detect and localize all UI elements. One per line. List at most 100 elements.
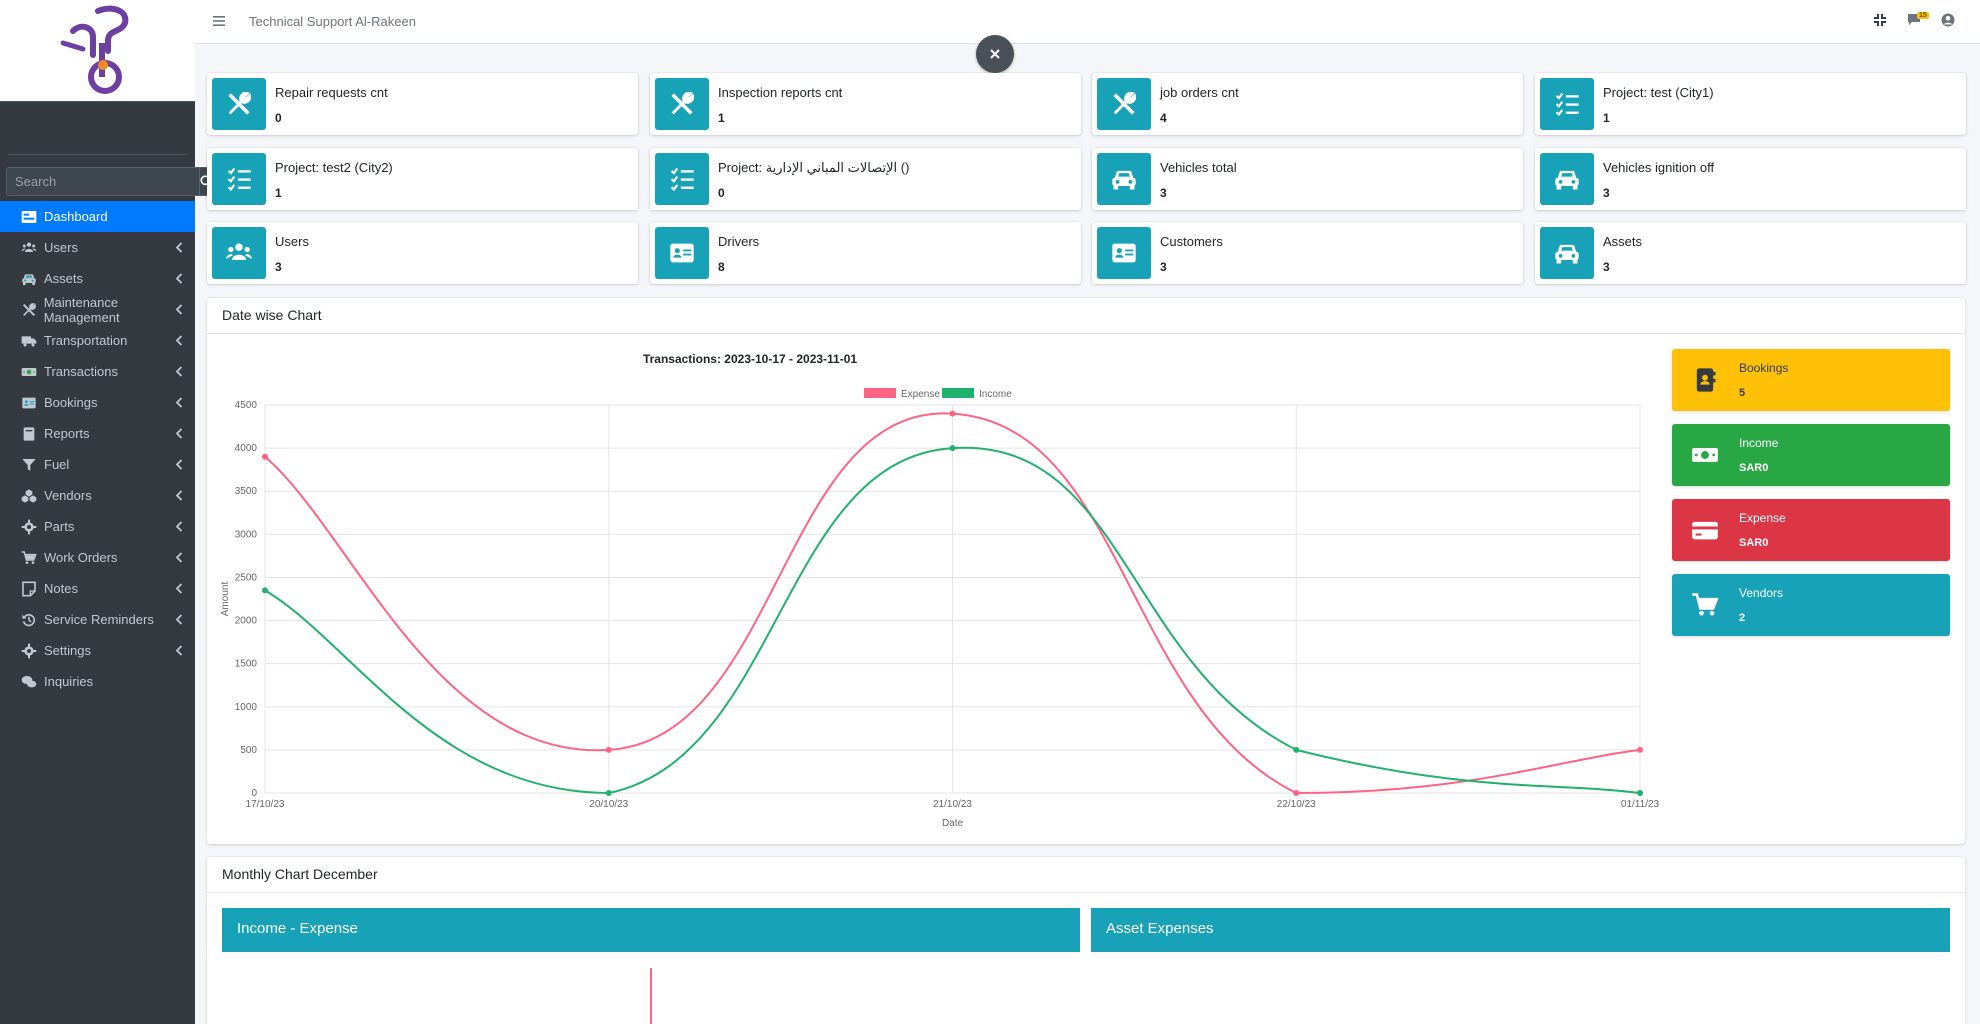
checklist-icon bbox=[670, 167, 694, 192]
tools-icon bbox=[671, 91, 695, 115]
summary-box-vendors[interactable]: Vendors 2 bbox=[1672, 574, 1950, 636]
panel-title: Asset Expenses bbox=[1091, 908, 1950, 952]
chevron-left-icon bbox=[175, 428, 183, 439]
info-box-icon bbox=[655, 78, 709, 130]
menu-toggle-button[interactable] bbox=[213, 14, 225, 30]
summary-box-icon bbox=[1690, 592, 1720, 618]
cart-icon bbox=[1692, 593, 1719, 616]
sidebar-item-label: Assets bbox=[44, 271, 84, 286]
x-axis-label: Date bbox=[942, 818, 964, 829]
summary-box-income[interactable]: Income SAR0 bbox=[1672, 424, 1950, 486]
nav-icon-wrap bbox=[20, 643, 38, 658]
sidebar-item-label: Work Orders bbox=[44, 550, 118, 565]
chevron-left-icon bbox=[175, 614, 183, 625]
summary-box-expense[interactable]: Expense SAR0 bbox=[1672, 499, 1950, 561]
info-box-label: job orders cnt bbox=[1160, 85, 1239, 100]
brand-title[interactable]: Technical Support Al-Rakeen bbox=[249, 14, 416, 29]
id-card-icon bbox=[670, 243, 694, 263]
info-box[interactable]: Project: test2 (City2) 1 bbox=[207, 148, 638, 210]
id-card-icon bbox=[1112, 243, 1136, 263]
info-box-value: 4 bbox=[1160, 111, 1167, 125]
logo[interactable] bbox=[0, 0, 195, 102]
info-box[interactable]: Customers 3 bbox=[1092, 222, 1523, 284]
y-tick-label: 2500 bbox=[235, 572, 258, 583]
series-line-expense bbox=[264, 412, 1641, 795]
nav-icon-wrap bbox=[20, 302, 38, 317]
logo-mark-icon bbox=[60, 5, 128, 94]
info-box[interactable]: Repair requests cnt 0 bbox=[207, 73, 638, 135]
chart-title: Transactions: 2023-10-17 - 2023-11-01 bbox=[642, 352, 858, 366]
credit-card-icon bbox=[1692, 521, 1718, 540]
summary-box-value: SAR0 bbox=[1739, 537, 1769, 549]
nav-icon-wrap bbox=[20, 272, 38, 286]
gear-icon bbox=[21, 519, 37, 534]
nav-icon-wrap bbox=[20, 581, 38, 596]
sidebar-item-fuel[interactable]: Fuel bbox=[0, 449, 195, 480]
nav-icon-wrap bbox=[20, 334, 38, 348]
info-box-label: Project: test2 (City2) bbox=[275, 160, 393, 175]
info-box-label: Project: test (City1) bbox=[1603, 85, 1714, 100]
info-box[interactable]: Vehicles ignition off 3 bbox=[1535, 148, 1966, 210]
card-title: Date wise Chart bbox=[207, 298, 1965, 334]
sidebar-item-label: Bookings bbox=[44, 395, 98, 410]
compress-icon bbox=[1874, 14, 1886, 26]
chevron-left-icon bbox=[175, 335, 183, 346]
user-menu-button[interactable] bbox=[1941, 13, 1955, 30]
data-point bbox=[949, 410, 956, 417]
search-input[interactable] bbox=[6, 167, 199, 196]
sidebar-item-assets[interactable]: Assets bbox=[0, 263, 195, 294]
fullscreen-button[interactable] bbox=[1873, 13, 1887, 30]
info-box[interactable]: job orders cnt 4 bbox=[1092, 73, 1523, 135]
chevron-left-icon bbox=[175, 304, 183, 315]
sidebar-item-notes[interactable]: Notes bbox=[0, 573, 195, 604]
info-box-icon bbox=[1540, 153, 1594, 205]
car-icon bbox=[1555, 244, 1579, 264]
summary-box-value: 2 bbox=[1739, 612, 1746, 624]
info-box-icon bbox=[212, 227, 266, 279]
sidebar-item-inquiries[interactable]: Inquiries bbox=[0, 666, 195, 697]
sidebar-item-label: Vendors bbox=[44, 488, 92, 503]
close-button[interactable] bbox=[976, 35, 1014, 73]
info-box-value: 3 bbox=[1160, 186, 1167, 200]
sidebar: Dashboard Users Assets Maintenance Manageme… bbox=[0, 0, 214, 1024]
sidebar-item-reports[interactable]: Reports bbox=[0, 418, 195, 449]
sidebar-item-settings[interactable]: Settings bbox=[0, 635, 195, 666]
sidebar-item-maintenance-management[interactable]: Maintenance Management bbox=[0, 294, 195, 325]
checklist-icon bbox=[1555, 92, 1579, 117]
y-tick-label: 4000 bbox=[235, 443, 258, 454]
asset-expenses-panel: Asset Expenses bbox=[1091, 908, 1950, 1024]
summary-box-bookings[interactable]: Bookings 5 bbox=[1672, 349, 1950, 411]
filter-icon bbox=[22, 458, 36, 471]
hamburger-icon bbox=[213, 16, 225, 26]
sidebar-item-service-reminders[interactable]: Service Reminders bbox=[0, 604, 195, 635]
sidebar-item-bookings[interactable]: Bookings bbox=[0, 387, 195, 418]
history-icon bbox=[22, 613, 35, 626]
nav-icon-wrap bbox=[20, 519, 38, 534]
info-box[interactable]: Assets 3 bbox=[1535, 222, 1966, 284]
info-box[interactable]: Project: test (City1) 1 bbox=[1535, 73, 1966, 135]
info-box[interactable]: Project: الإتصالات المباني الإدارية () 0 bbox=[650, 148, 1081, 210]
money-icon bbox=[21, 367, 37, 376]
top-navbar: Technical Support Al-Rakeen 15 bbox=[195, 0, 1980, 44]
info-box-value: 0 bbox=[718, 186, 725, 200]
sidebar-item-transportation[interactable]: Transportation bbox=[0, 325, 195, 356]
sidebar-item-dashboard[interactable]: Dashboard bbox=[0, 201, 195, 232]
sidebar-item-users[interactable]: Users bbox=[0, 232, 195, 263]
sidebar-item-vendors[interactable]: Vendors bbox=[0, 480, 195, 511]
nav-icon-wrap bbox=[20, 550, 38, 565]
summary-box-value: SAR0 bbox=[1739, 462, 1769, 474]
sidebar-nav: Dashboard Users Assets Maintenance Manageme… bbox=[0, 201, 195, 697]
info-box[interactable]: Users 3 bbox=[207, 222, 638, 284]
info-box-label: Assets bbox=[1603, 234, 1643, 249]
sidebar-item-label: Service Reminders bbox=[44, 612, 154, 627]
nav-icon-wrap bbox=[20, 396, 38, 410]
info-box[interactable]: Inspection reports cnt 1 bbox=[650, 73, 1081, 135]
info-box[interactable]: Vehicles total 3 bbox=[1092, 148, 1523, 210]
transactions-line-chart: 0 500 1000 1500 2000 2500 3000 3500 4000 4500 17/1… bbox=[220, 388, 1660, 829]
sidebar-item-work-orders[interactable]: Work Orders bbox=[0, 542, 195, 573]
x-tick-label: 20/10/23 bbox=[589, 799, 628, 810]
info-box[interactable]: Drivers 8 bbox=[650, 222, 1081, 284]
sidebar-item-transactions[interactable]: Transactions bbox=[0, 356, 195, 387]
info-box-value: 3 bbox=[1603, 186, 1610, 200]
sidebar-item-parts[interactable]: Parts bbox=[0, 511, 195, 542]
